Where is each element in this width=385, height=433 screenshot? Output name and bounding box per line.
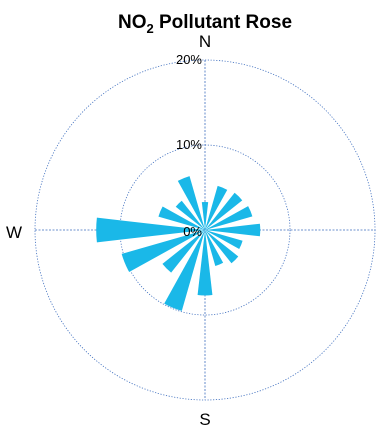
rose-petal-202_5 bbox=[164, 230, 205, 311]
rose-petal-112_5 bbox=[205, 230, 243, 249]
rose-petals bbox=[96, 176, 261, 311]
compass-label-south: S bbox=[199, 410, 210, 429]
ring-label-10: 10% bbox=[176, 137, 202, 152]
rose-petal-180 bbox=[197, 230, 213, 296]
rose-petal-157_5 bbox=[205, 230, 224, 266]
compass-label-north: N bbox=[199, 32, 211, 51]
rose-petal-225 bbox=[162, 230, 205, 273]
ring-labels: 0% 10% 20% bbox=[176, 52, 202, 239]
ring-label-20: 20% bbox=[176, 52, 202, 67]
ring-label-0: 0% bbox=[183, 224, 202, 239]
rose-petal-135 bbox=[205, 230, 239, 264]
ring-20 bbox=[34, 59, 376, 401]
chart-title: NO2 Pollutant Rose bbox=[118, 12, 292, 36]
rose-petal-45 bbox=[205, 192, 243, 230]
rose-petal-67_5 bbox=[205, 206, 253, 230]
rose-petal-270 bbox=[96, 217, 205, 243]
rose-petal-247_5 bbox=[121, 230, 205, 273]
rose-petal-0 bbox=[201, 201, 209, 230]
rose-petal-22_5 bbox=[205, 185, 228, 230]
rose-petal-90 bbox=[205, 223, 261, 237]
rose-petal-292_5 bbox=[158, 206, 205, 230]
rose-petal-337_5 bbox=[177, 176, 205, 230]
rose-petal-315 bbox=[175, 200, 205, 230]
compass-label-west: W bbox=[6, 223, 22, 242]
